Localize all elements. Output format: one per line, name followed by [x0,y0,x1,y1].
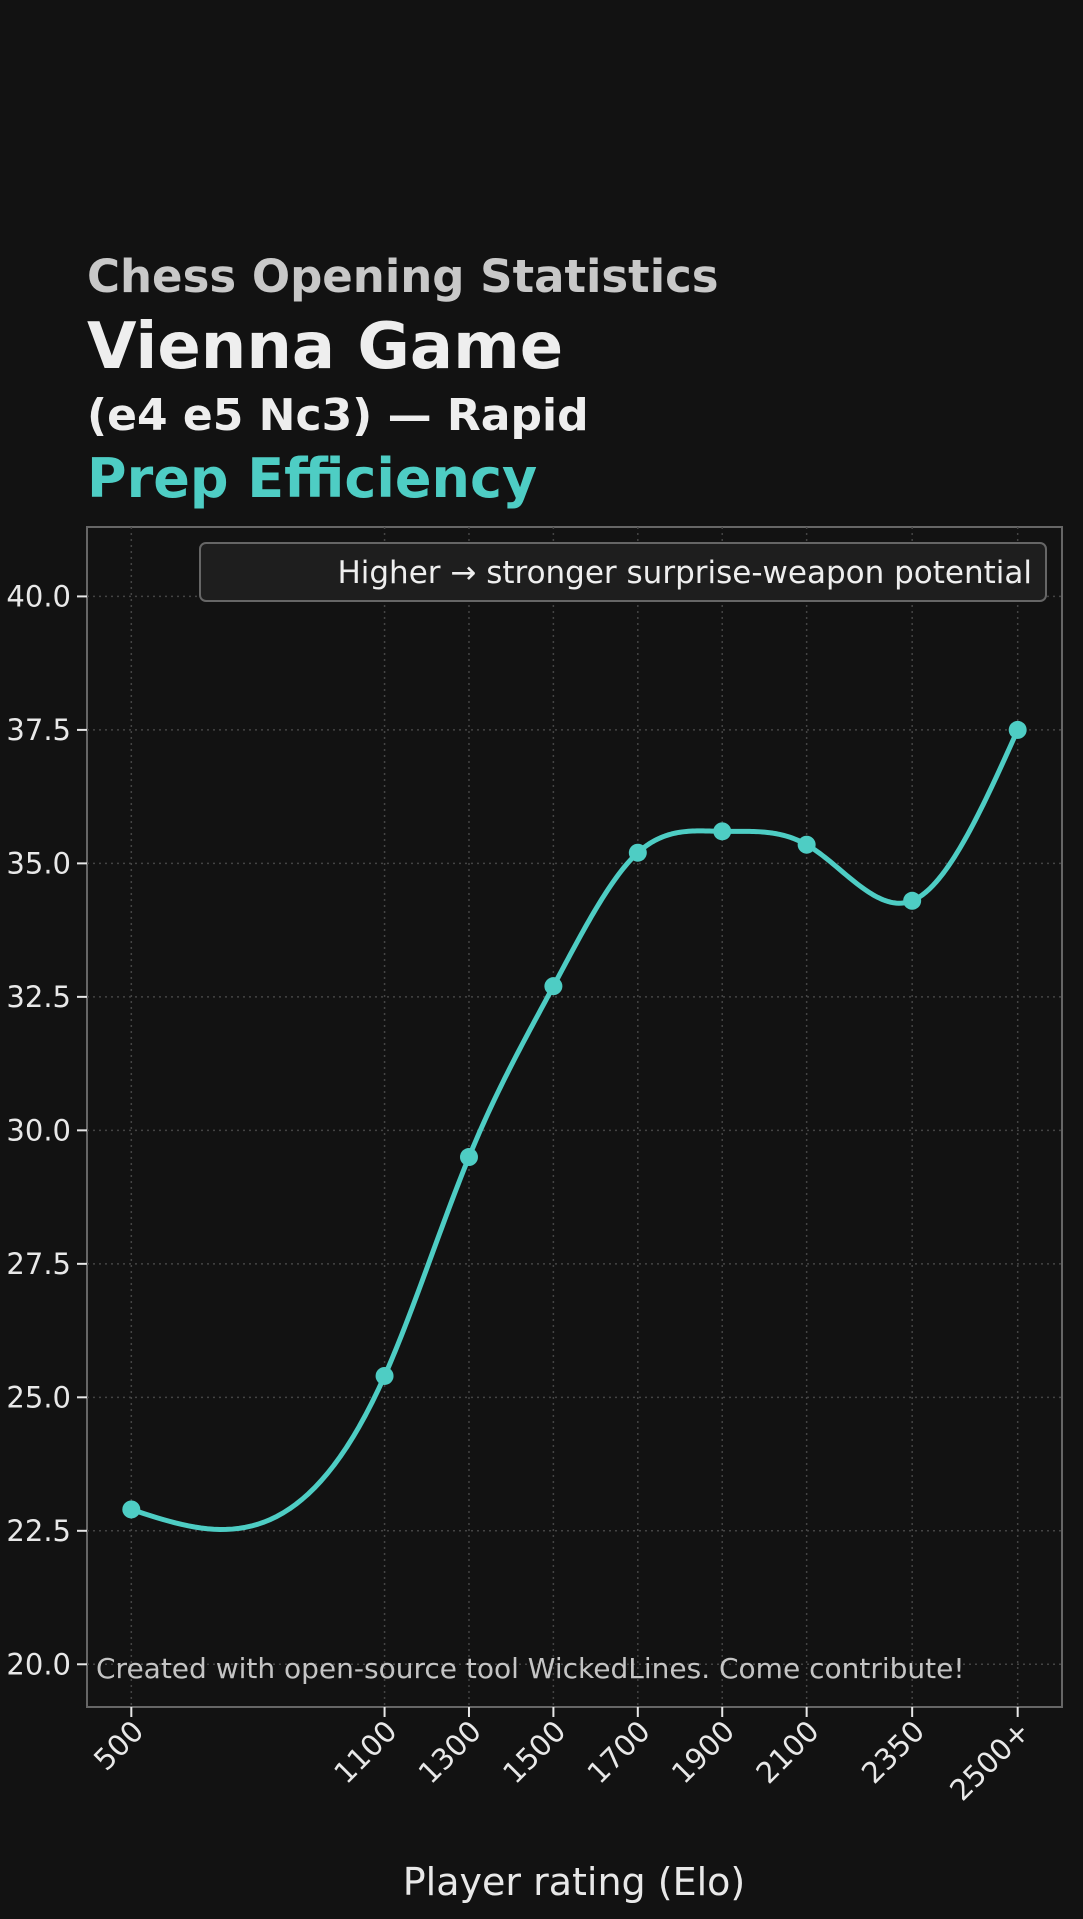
opening-name-title: Vienna Game [87,310,564,384]
legend-box [199,542,1047,602]
chart-kicker: Chess Opening Statistics [87,250,719,303]
y-tick-label: 27.5 [6,1247,71,1281]
data-point [375,1366,394,1385]
legend: Higher → stronger surprise-weapon potent… [199,542,1047,602]
opening-moves-subtitle: (e4 e5 Nc3) — Rapid [87,390,589,441]
x-axis-label: Player rating (Elo) [403,1860,745,1904]
x-tick-label: 2100 [749,1714,825,1790]
x-tick-label: 1900 [665,1714,741,1790]
x-tick-label: 1100 [327,1714,403,1790]
x-tick-label: 500 [87,1714,150,1777]
legend-text: Higher → stronger surprise-weapon potent… [337,555,1032,591]
x-axis-ticks: 500 1100 1300 1500 1700 1900 2100 2350 2500+ [87,1707,1037,1807]
watermark-annotation: Created with open-source tool WickedLine… [96,1652,965,1685]
series-markers [122,720,1027,1519]
data-point [544,977,563,996]
x-tick-label: 2500+ [943,1714,1036,1807]
data-point [1008,720,1027,739]
y-tick-label: 30.0 [6,1113,71,1147]
x-tick-label: 1700 [581,1714,657,1790]
y-tick-label: 20.0 [6,1647,71,1681]
x-tick-label: 1300 [412,1714,488,1790]
metric-title: Prep Efficiency [87,447,538,510]
data-point [797,835,816,854]
y-tick-label: 40.0 [6,579,71,613]
y-tick-label: 35.0 [6,846,71,880]
y-tick-label: 22.5 [6,1514,71,1548]
data-point [459,1148,478,1167]
y-tick-label: 32.5 [6,980,71,1014]
x-tick-label: 2350 [855,1714,931,1790]
data-point [628,843,647,862]
x-tick-label: 1500 [496,1714,572,1790]
data-point [903,891,922,910]
y-tick-label: 25.0 [6,1380,71,1414]
plot-area [86,526,1063,1708]
y-tick-label: 37.5 [6,713,71,747]
y-axis-ticks: 20.0 22.5 25.0 27.5 30.0 32.5 35.0 37.5 40.0 [6,579,87,1681]
x-gridlines [130,527,1019,1707]
data-point [713,822,732,841]
data-point [122,1500,141,1519]
